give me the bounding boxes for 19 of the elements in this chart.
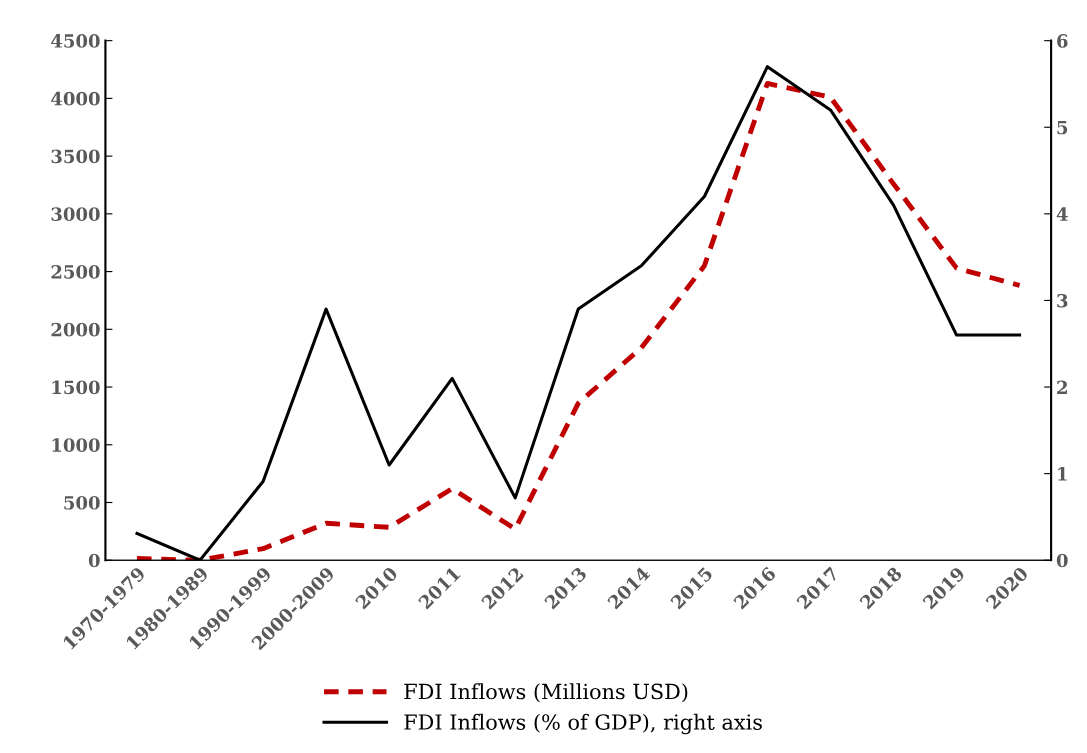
y-tick-label: 500 <box>64 495 100 510</box>
y-tick-label: 2500 <box>51 265 100 279</box>
y-tick-label: 0 <box>88 553 100 568</box>
y-tick-label: 4000 <box>51 91 100 106</box>
legend-label: FDI Inflows (Millions USD) <box>404 683 688 703</box>
y2-tick-label: 1 <box>1058 467 1067 481</box>
y-tick-label: 4500 <box>51 34 100 48</box>
y-tick-label: 3000 <box>51 207 100 221</box>
y2-tick-label: 2 <box>1057 380 1067 394</box>
y-tick-label: 1500 <box>52 380 100 395</box>
y2-tick-label: 4 <box>1056 207 1068 221</box>
y-tick-label: 3500 <box>51 149 100 164</box>
y2-tick-label: 6 <box>1057 34 1068 48</box>
y2-tick-label: 3 <box>1057 293 1068 308</box>
y-tick-label: 2000 <box>51 322 100 337</box>
legend-label: FDI Inflows (% of GDP), right axis <box>404 713 762 735</box>
y-tick-label: 1000 <box>52 438 100 452</box>
y2-tick-label: 0 <box>1056 553 1068 568</box>
y2-tick-label: 5 <box>1057 120 1068 135</box>
